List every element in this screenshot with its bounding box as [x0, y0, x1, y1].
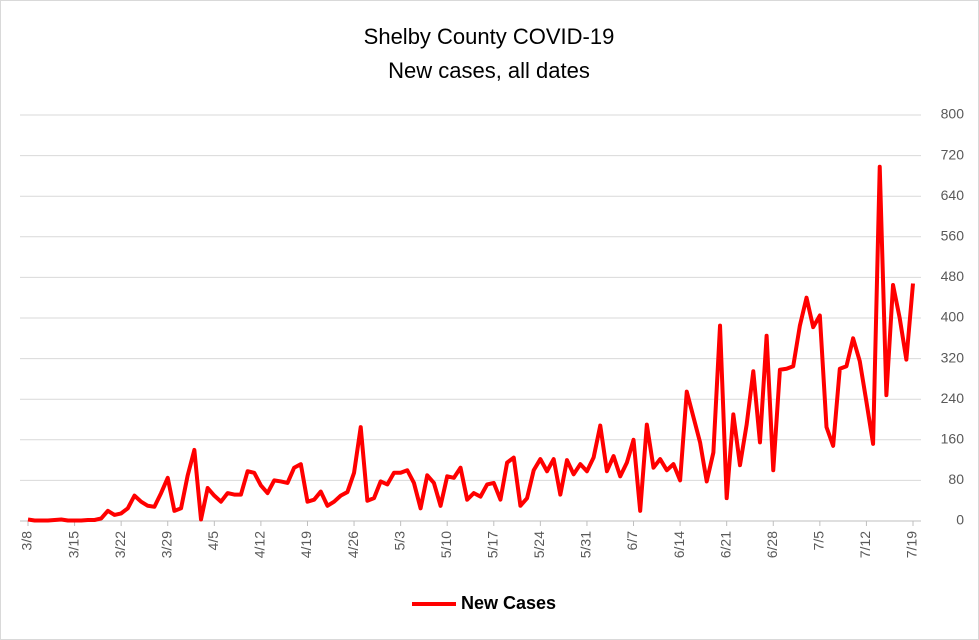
x-tick-label: 5/17 — [484, 531, 500, 558]
y-tick-label: 0 — [956, 512, 964, 528]
x-tick-label: 7/5 — [811, 531, 827, 551]
y-tick-label: 400 — [941, 309, 965, 325]
x-tick-label: 7/19 — [904, 531, 920, 558]
chart-title: Shelby County COVID-19 — [364, 24, 615, 49]
x-tick-label: 4/12 — [252, 531, 268, 558]
x-tick-label: 4/5 — [205, 531, 221, 551]
x-tick-label: 6/7 — [624, 531, 640, 551]
x-tick-label: 6/28 — [764, 531, 780, 558]
x-tick-label: 6/14 — [671, 531, 687, 558]
x-tick-label: 4/19 — [298, 531, 314, 558]
y-tick-label: 80 — [948, 471, 964, 487]
x-tick-label: 3/15 — [65, 531, 81, 558]
x-tick-label: 5/24 — [531, 531, 547, 558]
y-tick-label: 560 — [941, 228, 965, 244]
legend-label: New Cases — [461, 593, 556, 613]
x-tick-label: 5/10 — [438, 531, 454, 558]
y-tick-label: 640 — [941, 187, 965, 203]
x-tick-label: 3/29 — [158, 531, 174, 558]
x-tick-label: 3/22 — [112, 531, 128, 558]
y-tick-label: 480 — [941, 268, 965, 284]
x-tick-label: 5/31 — [578, 531, 594, 558]
y-tick-label: 800 — [941, 106, 965, 122]
y-tick-label: 240 — [941, 390, 965, 406]
x-tick-label: 6/21 — [717, 531, 733, 558]
x-tick-label: 7/12 — [857, 531, 873, 558]
y-tick-label: 720 — [941, 146, 965, 162]
x-tick-label: 5/3 — [391, 531, 407, 551]
x-tick-label: 3/8 — [19, 531, 35, 551]
x-tick-label: 4/26 — [345, 531, 361, 558]
chart-subtitle: New cases, all dates — [388, 58, 590, 83]
data-line — [27, 164, 915, 523]
y-tick-label: 320 — [941, 349, 965, 365]
y-tick-label: 160 — [941, 431, 965, 447]
